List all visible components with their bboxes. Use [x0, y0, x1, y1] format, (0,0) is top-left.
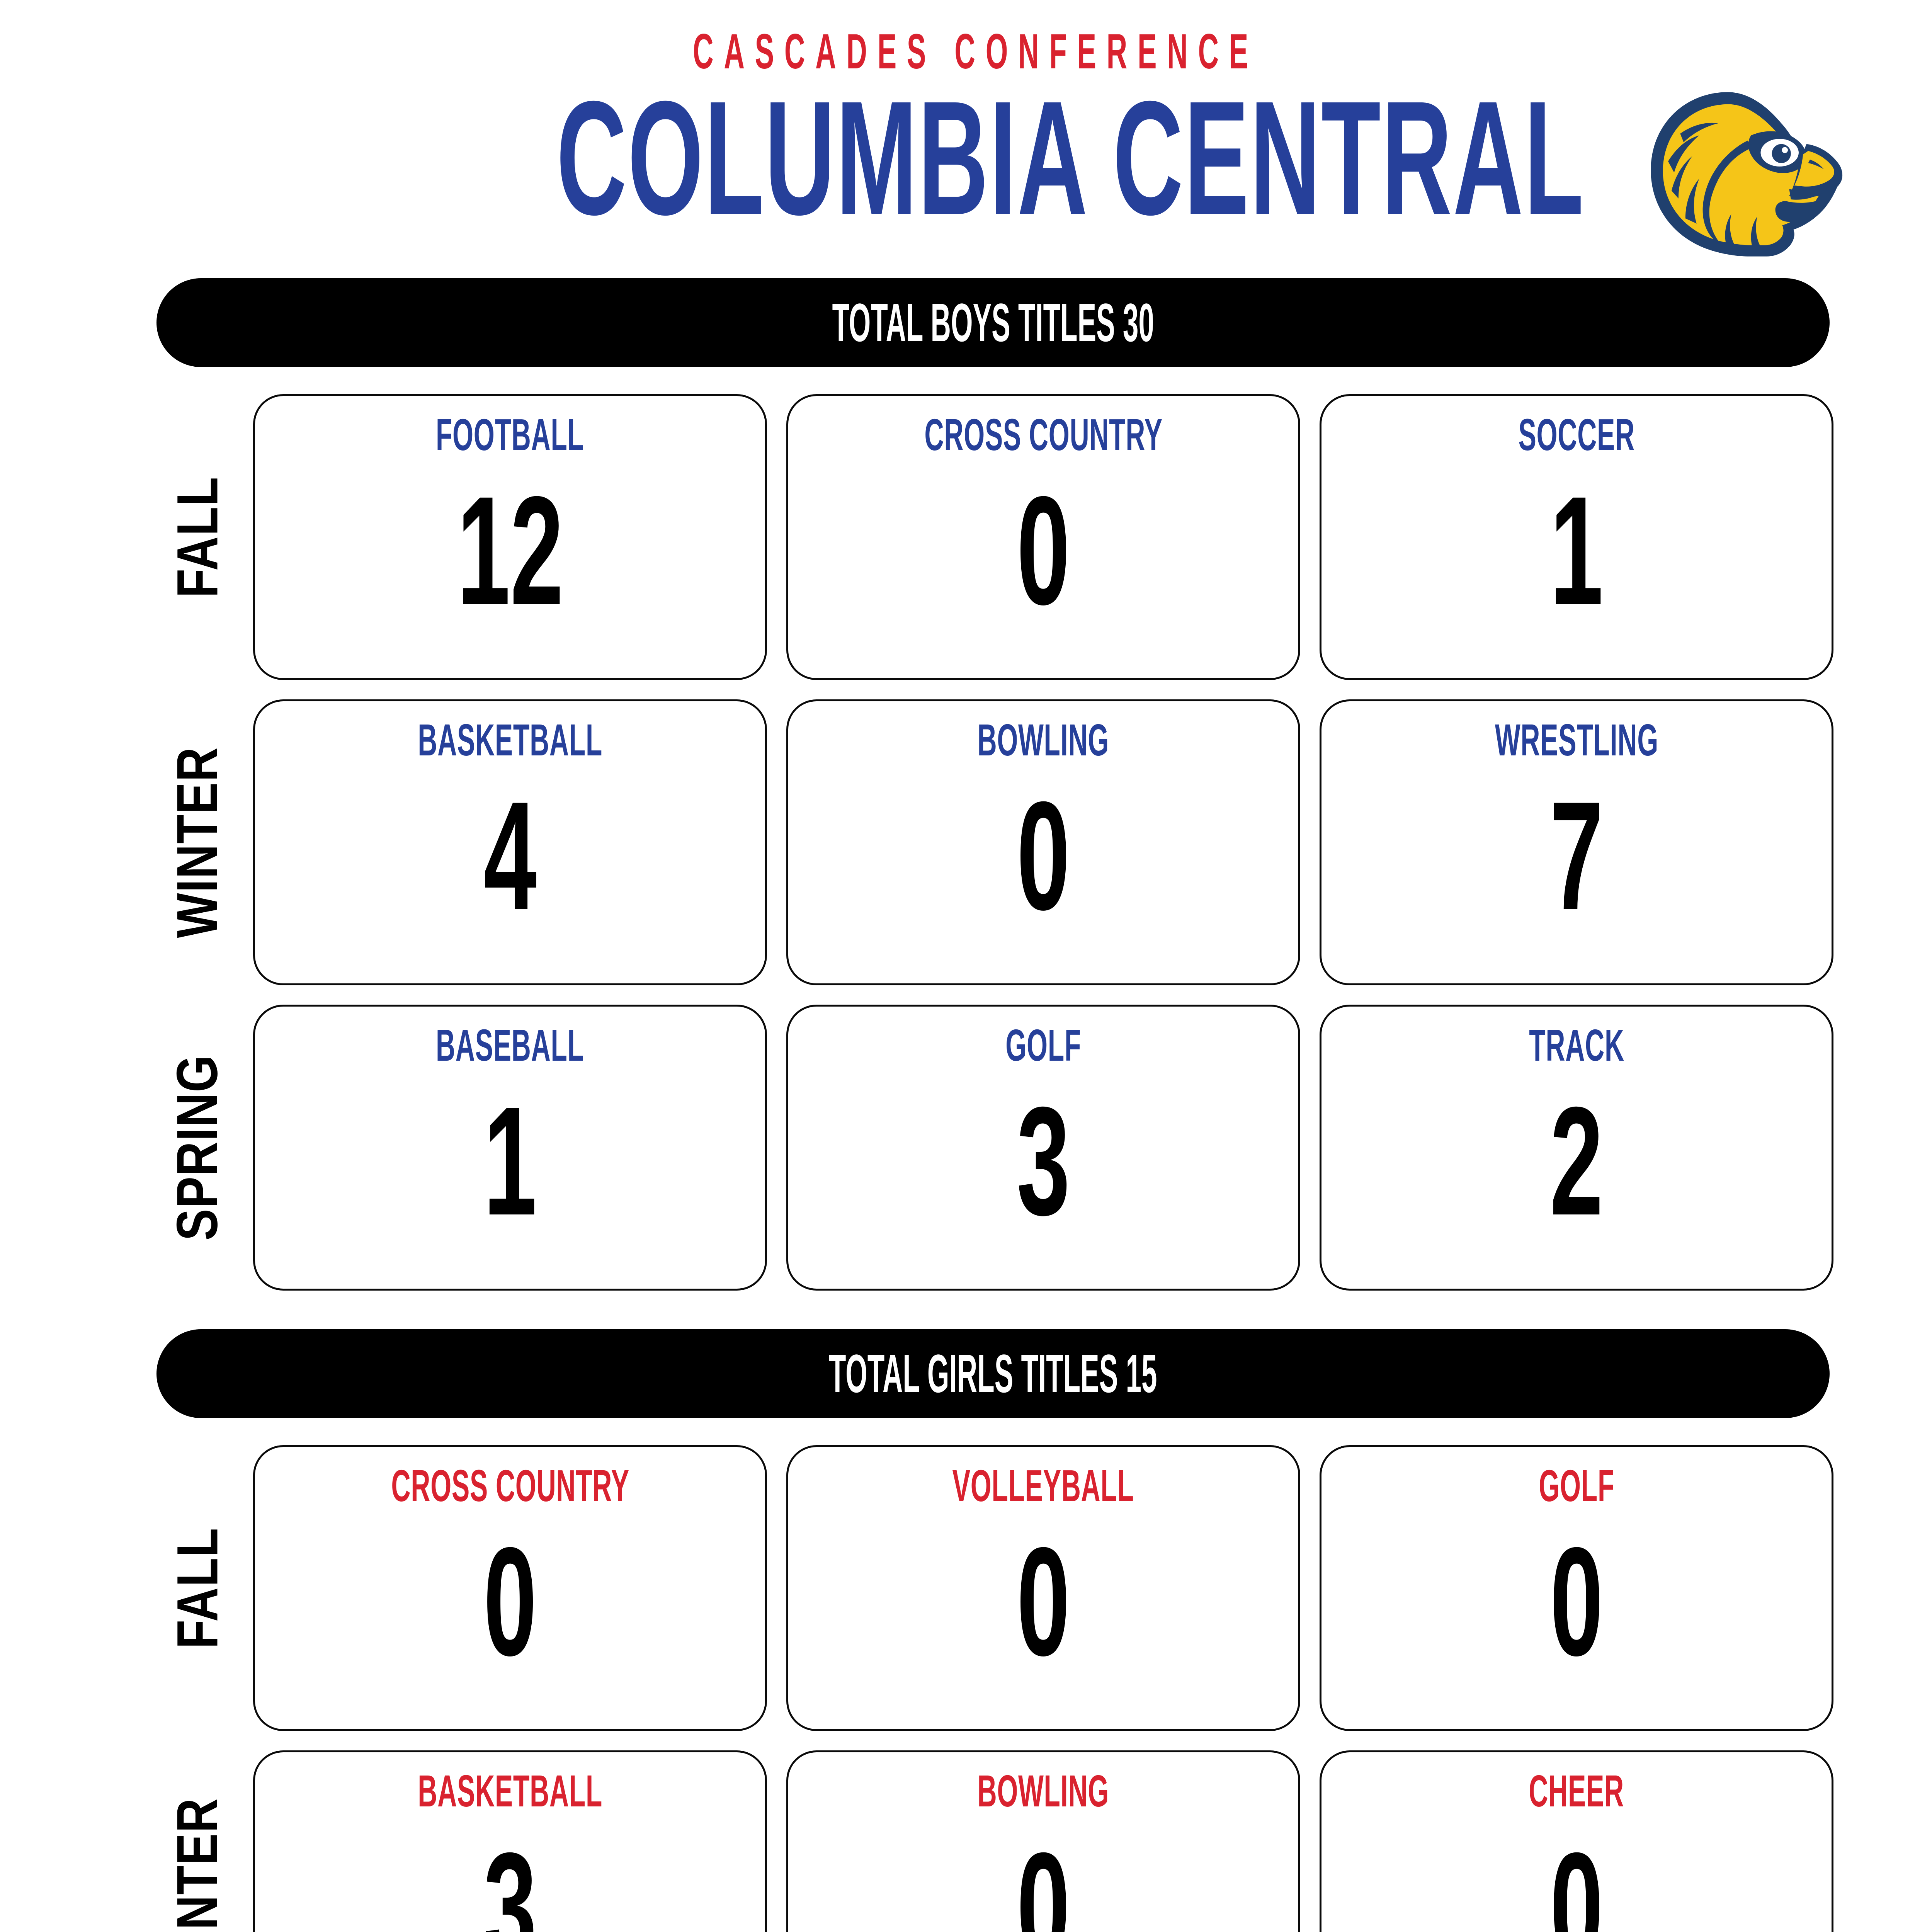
sport-name: BOWLING — [977, 1766, 1109, 1816]
season-label-winter-girls: WINTER — [165, 1798, 230, 1932]
boys-season-row-winter: WINTER BASKETBALL 4 BOWLING 0 WRESTLING … — [156, 699, 1833, 985]
page-header: CASCADES CONFERENCE COLUMBIA CENTRAL — [0, 0, 1932, 270]
boys-season-row-fall: FALL FOOTBALL 12 CROSS COUNTRY 0 SOCCER … — [156, 394, 1833, 680]
sport-card[interactable]: FOOTBALL 12 — [253, 394, 767, 680]
sport-name: BASEBALL — [436, 1020, 584, 1070]
sport-name: WRESTLING — [1495, 715, 1658, 765]
title-count: 3 — [1017, 1075, 1070, 1247]
sport-card[interactable]: CROSS COUNTRY 0 — [786, 394, 1300, 680]
title-count: 0 — [1550, 1820, 1603, 1932]
title-count: 0 — [1550, 1515, 1603, 1688]
title-count: 0 — [483, 1515, 537, 1688]
sport-card[interactable]: BASKETBALL 3 — [253, 1750, 767, 1932]
boys-spring-cards: BASEBALL 1 GOLF 3 TRACK 2 — [253, 1005, 1833, 1291]
title-count: 0 — [1017, 464, 1070, 637]
boys-season-row-spring: SPRING BASEBALL 1 GOLF 3 TRACK 2 — [156, 1005, 1833, 1291]
girls-winter-cards: BASKETBALL 3 BOWLING 0 CHEER 0 — [253, 1750, 1833, 1932]
sport-card[interactable]: BASEBALL 1 — [253, 1005, 767, 1291]
season-label-winter-boys: WINTER — [165, 747, 230, 938]
sport-name: CROSS COUNTRY — [391, 1461, 629, 1511]
title-count: 0 — [1017, 1820, 1070, 1932]
sport-card[interactable]: WRESTLING 7 — [1320, 699, 1833, 985]
sport-name: VOLLEYBALL — [952, 1461, 1134, 1511]
title-count: 0 — [1017, 769, 1070, 942]
boys-fall-cards: FOOTBALL 12 CROSS COUNTRY 0 SOCCER 1 — [253, 394, 1833, 680]
sport-name: FOOTBALL — [436, 410, 584, 460]
boys-sports-grid: FALL FOOTBALL 12 CROSS COUNTRY 0 SOCCER … — [0, 394, 1932, 1306]
girls-season-row-fall: FALL CROSS COUNTRY 0 VOLLEYBALL 0 GOLF 0 — [156, 1445, 1833, 1731]
gymnastics-footnote: Includes 6 Gymnastics Championships — [1839, 1719, 1886, 1932]
sport-card[interactable]: TRACK 2 — [1320, 1005, 1833, 1291]
sport-card[interactable]: CHEER 0 — [1320, 1750, 1833, 1932]
girls-sports-grid: FALL CROSS COUNTRY 0 VOLLEYBALL 0 GOLF 0… — [0, 1445, 1932, 1932]
sport-card[interactable]: CROSS COUNTRY 0 — [253, 1445, 767, 1731]
sport-name: CHEER — [1529, 1766, 1624, 1816]
conference-name: CASCADES CONFERENCE — [693, 24, 1259, 79]
sport-card[interactable]: GOLF 0 — [1320, 1445, 1833, 1731]
sport-card[interactable]: BASKETBALL 4 — [253, 699, 767, 985]
boys-total-banner: TOTAL BOYS TITLES 30 — [156, 278, 1830, 367]
boys-total-label: TOTAL BOYS TITLES 30 — [832, 292, 1154, 353]
sport-name: SOCCER — [1518, 410, 1635, 460]
title-count: 2 — [1550, 1075, 1603, 1247]
girls-total-banner: TOTAL GIRLS TITLES 15 — [156, 1329, 1830, 1418]
school-name: COLUMBIA CENTRAL — [556, 68, 1585, 249]
sport-card[interactable]: SOCCER 1 — [1320, 394, 1833, 680]
season-label-fall-boys: FALL — [165, 476, 230, 598]
sport-name: TRACK — [1529, 1020, 1624, 1070]
sport-card[interactable]: GOLF 3 — [786, 1005, 1300, 1291]
sport-name: BASKETBALL — [418, 715, 602, 765]
girls-total-label: TOTAL GIRLS TITLES 15 — [829, 1343, 1157, 1404]
title-count: 12 — [457, 464, 563, 637]
sport-card[interactable]: VOLLEYBALL 0 — [786, 1445, 1300, 1731]
title-count: 0 — [1017, 1515, 1070, 1688]
sport-card[interactable]: BOWLING 0 — [786, 699, 1300, 985]
sport-name: CROSS COUNTRY — [924, 410, 1163, 460]
title-count: 1 — [1550, 464, 1603, 637]
title-count: 3 — [483, 1820, 537, 1932]
title-count: 7 — [1550, 769, 1603, 942]
girls-season-row-winter: WINTER BASKETBALL 3 BOWLING 0 CHEER 0 — [156, 1750, 1833, 1932]
girls-fall-cards: CROSS COUNTRY 0 VOLLEYBALL 0 GOLF 0 — [253, 1445, 1833, 1731]
season-label-spring-boys: SPRING — [165, 1054, 230, 1241]
sport-name: BOWLING — [977, 715, 1109, 765]
sport-name: BASKETBALL — [418, 1766, 602, 1816]
boys-winter-cards: BASKETBALL 4 BOWLING 0 WRESTLING 7 — [253, 699, 1833, 985]
title-count: 1 — [483, 1075, 537, 1247]
season-label-fall-girls: FALL — [165, 1527, 230, 1649]
sport-name: GOLF — [1005, 1020, 1081, 1070]
sport-name: GOLF — [1539, 1461, 1614, 1511]
title-count: 4 — [483, 769, 537, 942]
eagle-head-icon — [1633, 87, 1849, 269]
sport-card[interactable]: BOWLING 0 — [786, 1750, 1300, 1932]
